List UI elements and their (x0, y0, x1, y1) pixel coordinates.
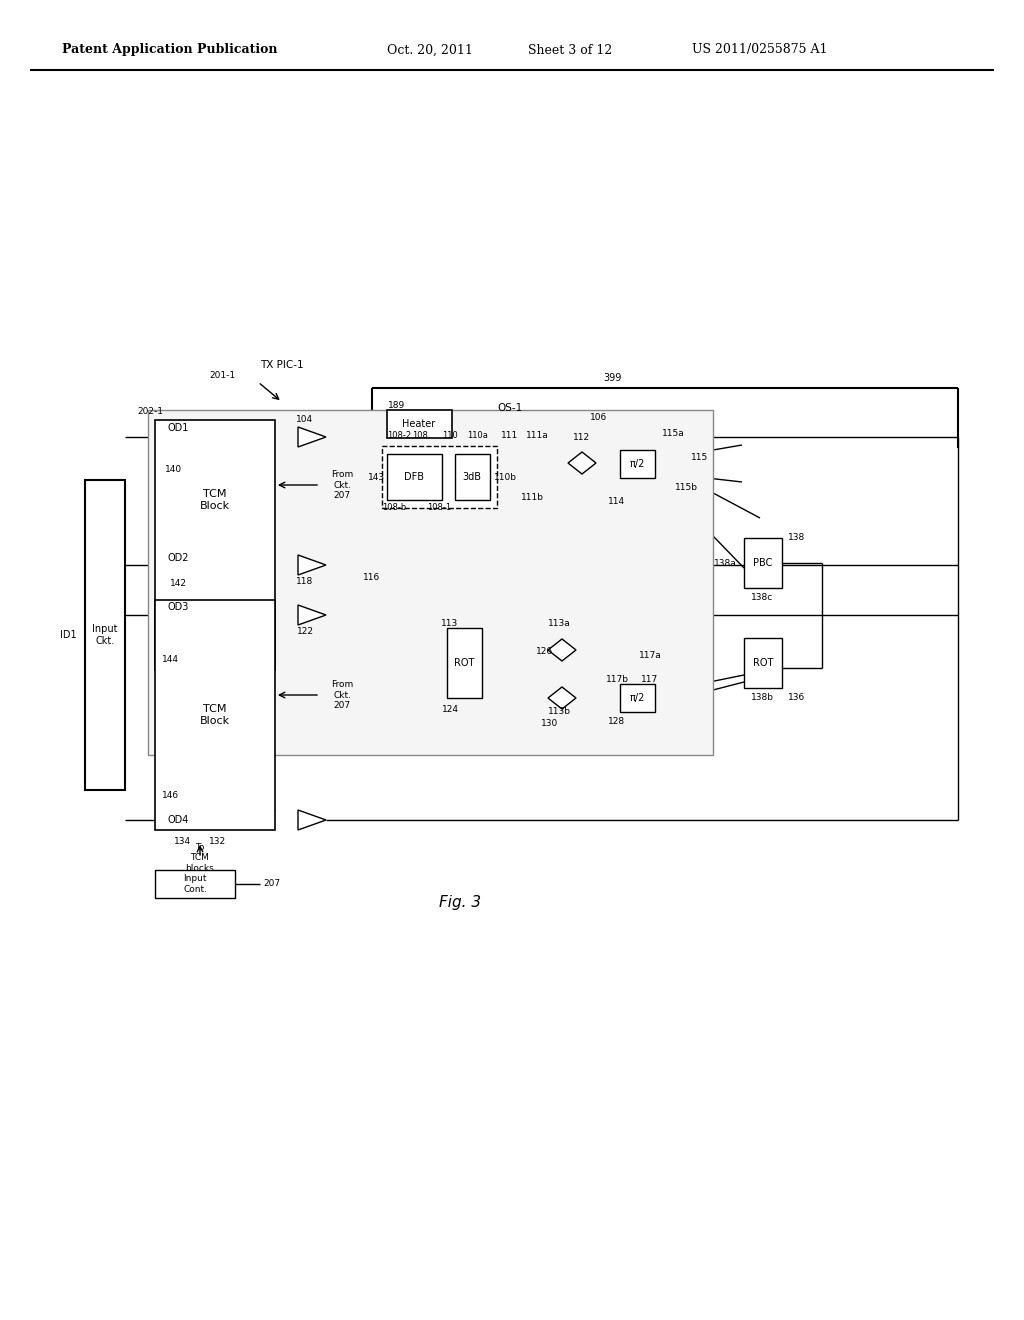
Text: 108-b: 108-b (382, 503, 407, 512)
Text: Sheet 3 of 12: Sheet 3 of 12 (528, 44, 612, 57)
Text: 399: 399 (603, 374, 622, 383)
Text: 132: 132 (210, 837, 226, 846)
Text: 201-1: 201-1 (209, 371, 236, 380)
FancyBboxPatch shape (744, 638, 782, 688)
Text: 115a: 115a (662, 429, 684, 437)
Text: 144: 144 (162, 656, 179, 664)
Text: Input
Cont.: Input Cont. (183, 874, 207, 894)
Text: 113a: 113a (548, 619, 570, 628)
Text: OD4: OD4 (168, 814, 189, 825)
Text: 106: 106 (591, 413, 607, 422)
Text: 124: 124 (441, 705, 459, 714)
Text: Oct. 20, 2011: Oct. 20, 2011 (387, 44, 473, 57)
Text: 140: 140 (165, 466, 182, 474)
Text: 117: 117 (641, 676, 658, 685)
Text: 189: 189 (388, 401, 406, 411)
Text: 126: 126 (537, 648, 554, 656)
Text: OD3: OD3 (168, 602, 189, 612)
Polygon shape (298, 426, 326, 447)
Text: 110: 110 (442, 432, 458, 441)
Polygon shape (298, 810, 326, 830)
Text: 108-2: 108-2 (387, 432, 411, 441)
FancyBboxPatch shape (620, 684, 655, 711)
Polygon shape (548, 639, 575, 661)
Text: 111a: 111a (525, 432, 549, 441)
Text: 104: 104 (296, 416, 313, 425)
Text: From
Ckt.
207: From Ckt. 207 (331, 470, 353, 500)
Text: 138a: 138a (714, 558, 736, 568)
FancyBboxPatch shape (155, 601, 275, 830)
Text: 111: 111 (502, 432, 518, 441)
Text: 115b: 115b (675, 483, 697, 492)
Polygon shape (568, 451, 596, 474)
Text: 122: 122 (297, 627, 313, 635)
Text: 115: 115 (691, 454, 709, 462)
Text: 143: 143 (369, 473, 386, 482)
Text: To
TCM
blocks: To TCM blocks (185, 843, 214, 873)
Text: 3dB: 3dB (463, 473, 481, 482)
Text: 128: 128 (608, 718, 626, 726)
Text: 113: 113 (441, 619, 459, 627)
Text: OD2: OD2 (168, 553, 189, 564)
Text: 130: 130 (542, 719, 559, 729)
Text: 142: 142 (170, 578, 187, 587)
FancyBboxPatch shape (155, 420, 275, 671)
Text: ROT: ROT (454, 657, 474, 668)
Text: 207: 207 (263, 879, 281, 888)
Text: Patent Application Publication: Patent Application Publication (62, 44, 278, 57)
Text: 111b: 111b (520, 494, 544, 503)
FancyBboxPatch shape (382, 446, 497, 508)
Text: OS-1: OS-1 (498, 403, 522, 413)
Polygon shape (548, 686, 575, 709)
FancyBboxPatch shape (387, 411, 452, 438)
Text: 117a: 117a (639, 652, 662, 660)
Text: TCM
Block: TCM Block (200, 704, 230, 726)
Text: Heater: Heater (402, 418, 435, 429)
Text: 138: 138 (788, 533, 806, 543)
Text: From
Ckt.
207: From Ckt. 207 (331, 680, 353, 710)
Text: 134: 134 (174, 837, 191, 846)
Text: 112: 112 (573, 433, 591, 442)
Text: DFB: DFB (404, 473, 424, 482)
Text: 146: 146 (162, 791, 179, 800)
Text: π/2: π/2 (630, 459, 645, 469)
FancyBboxPatch shape (744, 539, 782, 587)
Text: PBC: PBC (754, 558, 773, 568)
Text: π/2: π/2 (630, 693, 645, 704)
Text: 138b: 138b (751, 693, 773, 702)
FancyBboxPatch shape (455, 454, 490, 500)
Text: 202-1: 202-1 (137, 408, 163, 417)
Text: 118: 118 (296, 577, 313, 586)
Text: OD1: OD1 (168, 422, 189, 433)
FancyBboxPatch shape (148, 411, 713, 755)
Text: US 2011/0255875 A1: US 2011/0255875 A1 (692, 44, 827, 57)
Text: 110a: 110a (468, 432, 488, 441)
FancyBboxPatch shape (447, 628, 482, 698)
Text: Input
Ckt.: Input Ckt. (92, 624, 118, 645)
FancyBboxPatch shape (85, 480, 125, 789)
Text: 108-1: 108-1 (427, 503, 451, 512)
FancyBboxPatch shape (387, 454, 442, 500)
Text: Fig. 3: Fig. 3 (439, 895, 481, 909)
Text: 136: 136 (788, 693, 806, 702)
Polygon shape (298, 605, 326, 624)
Text: TX PIC-1: TX PIC-1 (260, 360, 304, 370)
Text: TCM
Block: TCM Block (200, 490, 230, 511)
Text: 113b: 113b (548, 708, 570, 717)
Text: 117b: 117b (605, 676, 629, 685)
Text: 114: 114 (608, 498, 626, 507)
FancyBboxPatch shape (620, 450, 655, 478)
Text: 108: 108 (412, 432, 428, 441)
Text: ID1: ID1 (59, 630, 77, 640)
Text: ROT: ROT (753, 657, 773, 668)
Polygon shape (298, 554, 326, 576)
Text: 138c: 138c (751, 594, 773, 602)
FancyBboxPatch shape (155, 870, 234, 898)
Text: 110b: 110b (494, 473, 516, 482)
Text: 116: 116 (364, 573, 381, 582)
